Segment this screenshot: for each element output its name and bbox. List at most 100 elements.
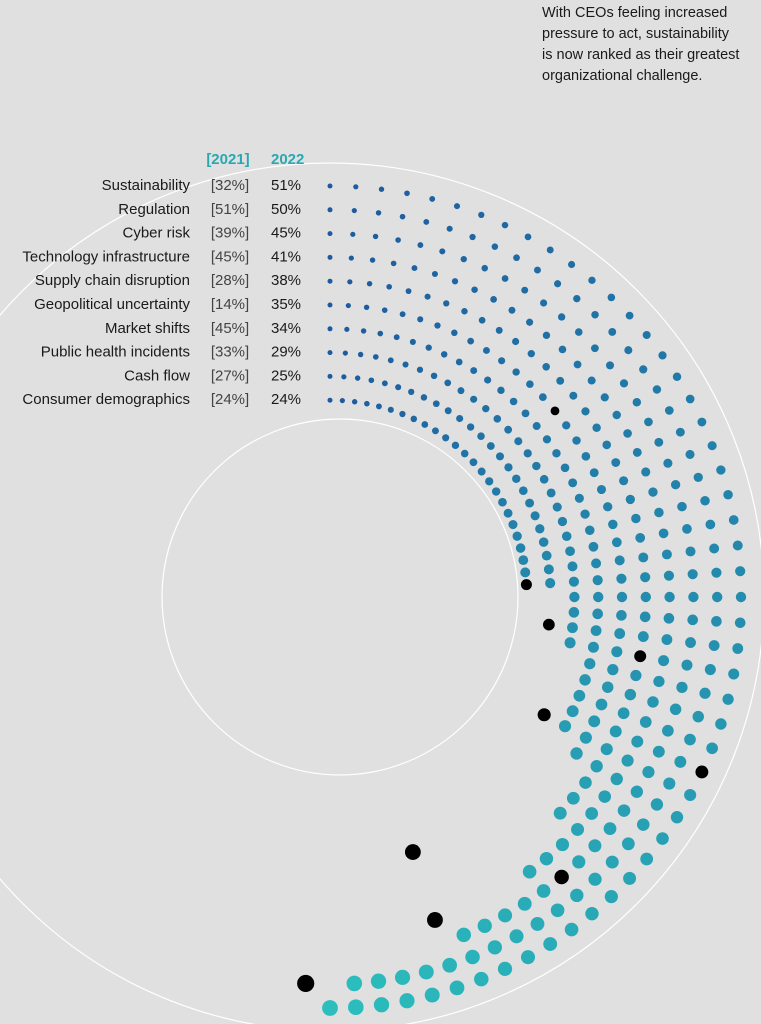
- dot: [654, 437, 664, 447]
- dot: [490, 296, 497, 303]
- dot: [682, 524, 692, 534]
- marker-2021: [542, 618, 555, 631]
- dot: [700, 495, 710, 506]
- dot: [596, 484, 607, 495]
- dot: [399, 213, 406, 220]
- dot: [410, 415, 418, 423]
- value-label-2021: [45%]: [211, 320, 249, 337]
- dot: [588, 715, 601, 728]
- dot: [624, 346, 633, 355]
- dot: [508, 520, 518, 530]
- dot: [709, 543, 720, 554]
- dot: [348, 255, 354, 261]
- dot: [592, 575, 603, 586]
- dot: [393, 334, 400, 341]
- dot: [348, 999, 364, 1015]
- dot: [395, 237, 401, 243]
- marker-2021: [550, 406, 560, 416]
- annotation: pressure to act, sustainability: [542, 26, 730, 42]
- dot-arc: [327, 373, 556, 589]
- dot: [588, 872, 602, 886]
- dot: [566, 705, 579, 718]
- dot: [619, 476, 629, 486]
- dot: [546, 488, 556, 498]
- dot-arc: [327, 302, 628, 760]
- marker-2021: [695, 765, 709, 779]
- dot: [572, 436, 581, 445]
- dot: [478, 316, 486, 324]
- dot: [485, 477, 494, 486]
- dot: [652, 385, 662, 394]
- dot: [674, 755, 687, 768]
- dot: [560, 463, 570, 473]
- dot: [470, 395, 478, 403]
- dot: [482, 405, 490, 413]
- dot: [498, 357, 506, 365]
- dot: [512, 337, 520, 346]
- value-label-2021: [24%]: [211, 391, 249, 408]
- dot: [387, 406, 394, 413]
- dot: [521, 286, 529, 294]
- dot: [664, 406, 674, 415]
- value-label-2022: 51%: [271, 177, 301, 194]
- dot: [395, 384, 402, 391]
- dot: [495, 452, 504, 461]
- dot: [595, 698, 608, 711]
- dot: [614, 555, 625, 566]
- marker-2021: [297, 974, 315, 993]
- dot: [588, 541, 599, 552]
- value-label-2022: 34%: [271, 320, 301, 337]
- dot: [669, 703, 682, 716]
- dot: [681, 659, 693, 671]
- dot: [477, 918, 492, 933]
- dot: [350, 231, 356, 237]
- category-label: Consumer demographics: [22, 391, 190, 408]
- dot: [377, 330, 384, 337]
- dot: [381, 380, 388, 387]
- dot: [514, 437, 523, 446]
- dot: [536, 884, 551, 898]
- dot: [642, 766, 655, 779]
- dot: [504, 463, 513, 472]
- dot: [636, 818, 650, 831]
- dot: [616, 573, 627, 584]
- dot: [602, 440, 612, 450]
- dot: [538, 393, 547, 402]
- dot: [425, 344, 432, 351]
- dot: [327, 207, 333, 213]
- value-label-2021: [39%]: [211, 225, 249, 242]
- dot: [570, 747, 583, 760]
- dot: [539, 851, 554, 866]
- dot: [603, 502, 613, 512]
- dot: [661, 549, 672, 560]
- dot: [512, 368, 520, 376]
- dot: [444, 379, 452, 387]
- dot: [584, 658, 596, 670]
- dot: [601, 681, 614, 693]
- dot: [716, 465, 726, 475]
- dot: [723, 490, 733, 500]
- dot: [351, 399, 358, 405]
- marker-2021: [404, 844, 421, 860]
- dot: [608, 328, 617, 336]
- dot: [591, 310, 599, 319]
- dot: [341, 374, 347, 380]
- dot: [617, 707, 630, 720]
- dot: [376, 403, 382, 410]
- dot: [632, 447, 642, 457]
- dot-arc: [327, 207, 723, 992]
- dot: [460, 255, 467, 263]
- dot: [685, 394, 695, 404]
- dot: [607, 293, 616, 302]
- dot: [503, 508, 513, 518]
- dot: [637, 631, 649, 642]
- dot: [564, 922, 579, 937]
- dot: [640, 572, 651, 583]
- dot: [591, 344, 599, 353]
- dot: [579, 776, 592, 789]
- dot: [573, 689, 586, 702]
- value-label-2021: [14%]: [211, 296, 249, 313]
- dot: [481, 264, 488, 272]
- dot: [487, 940, 502, 955]
